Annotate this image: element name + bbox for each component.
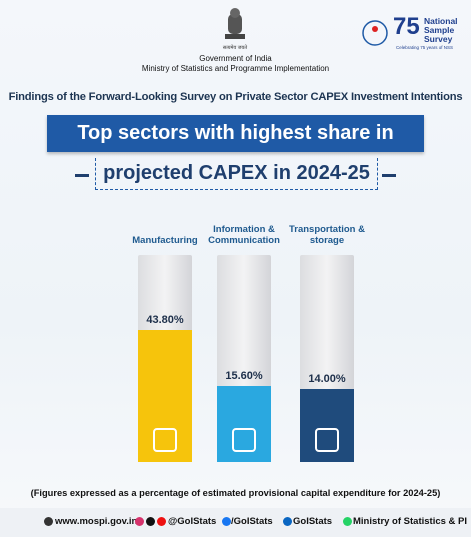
nss-number: 75 — [393, 13, 420, 40]
emblem — [225, 8, 245, 39]
bar-icon — [153, 428, 177, 452]
subtitle: Findings of the Forward-Looking Survey o… — [8, 91, 463, 103]
website: www.mospi.gov.in — [55, 516, 138, 527]
nss-name: National Sample Survey — [424, 16, 458, 44]
org-name: Government of India — [199, 54, 272, 63]
social-icon — [146, 517, 155, 526]
value-label: 43.80% — [146, 314, 184, 326]
handle: GoIStats — [293, 516, 333, 527]
nss-tagline: Celebrating 75 years of NSS — [396, 45, 454, 50]
social-icon — [283, 517, 292, 526]
chart-title-line2: projected CAPEX in 2024-25 — [95, 158, 378, 190]
decoration — [382, 174, 396, 177]
handle: Ministry of Statistics & PI — [353, 516, 468, 527]
bar — [217, 386, 271, 462]
category-label: Transportation & storage — [288, 224, 365, 246]
handle: @GoIStats — [168, 516, 217, 527]
bar — [300, 389, 354, 462]
value-label: 15.60% — [225, 370, 263, 382]
footer — [0, 508, 471, 537]
bar — [138, 330, 192, 462]
bar-icon — [315, 428, 339, 452]
handle: /GoIStats — [231, 516, 273, 527]
logo-icon — [362, 20, 388, 46]
category-label: Information & Communication — [208, 224, 280, 246]
bar-icon — [232, 428, 256, 452]
decoration — [75, 174, 89, 177]
ministry-name: Ministry of Statistics and Programme Imp… — [141, 64, 330, 73]
chart-title: Top sectors with highest share in — [47, 115, 424, 152]
category-label: Manufacturing — [132, 235, 198, 246]
web-icon — [44, 517, 53, 526]
value-label: 14.00% — [308, 373, 346, 386]
social-icon — [135, 517, 144, 526]
emblem-motto: सत्यमेव जयते — [222, 45, 248, 51]
social-icon — [343, 517, 352, 526]
social-icon — [157, 517, 166, 526]
footnote: (Figures expressed as a percentage of es… — [30, 488, 441, 498]
social-icon — [222, 517, 231, 526]
